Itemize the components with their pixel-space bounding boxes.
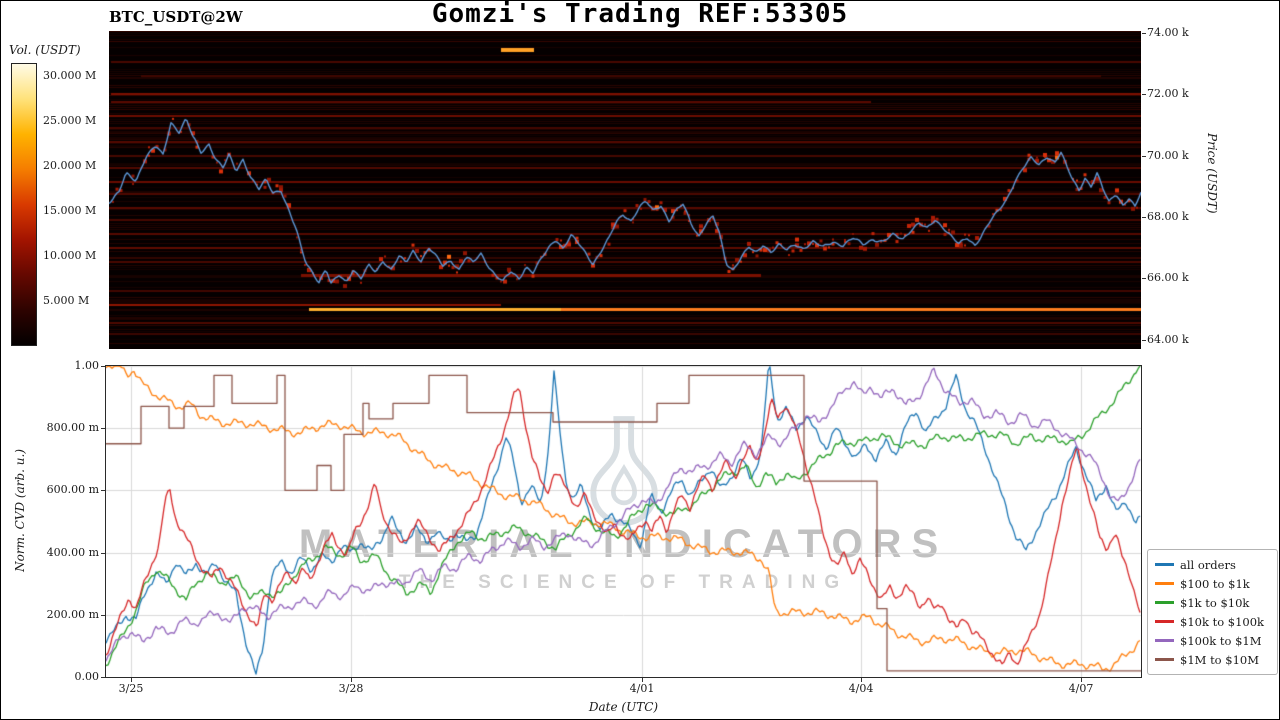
colorbar-tick-label: 25.000 M xyxy=(43,114,97,128)
price-axis-tick-mark xyxy=(1142,156,1146,157)
legend-item: all orders xyxy=(1155,555,1270,574)
colorbar-tick-label: 10.000 M xyxy=(43,249,97,263)
legend-label: $10k to $100k xyxy=(1180,614,1265,629)
cvd-ytick-mark xyxy=(101,366,105,367)
symbol-label: BTC_USDT@2W xyxy=(109,8,243,26)
price-axis-tick-label: 74.00 k xyxy=(1147,26,1189,40)
cvd-ytick-label: 800.00 m xyxy=(46,421,99,435)
legend-label: $100 to $1k xyxy=(1180,576,1250,591)
price-axis-tick-mark xyxy=(1142,278,1146,279)
date-tick-mark xyxy=(1081,678,1082,682)
legend-item: $1k to $10k xyxy=(1155,593,1270,612)
price-axis-tick-label: 70.00 k xyxy=(1147,148,1189,162)
cvd-ytick-mark xyxy=(101,677,105,678)
cvd-ytick-label: 200.00 m xyxy=(46,607,99,621)
legend-swatch xyxy=(1155,563,1174,566)
date-axis-title: Date (UTC) xyxy=(588,700,659,714)
volume-colorbar xyxy=(11,63,37,346)
colorbar-title: Vol. (USDT) xyxy=(9,43,81,57)
legend: all orders $100 to $1k $1k to $10k $10k to … xyxy=(1147,549,1278,675)
price-axis-tick-label: 66.00 k xyxy=(1147,271,1189,285)
price-axis-tick-label: 64.00 k xyxy=(1147,332,1189,346)
legend-item: $1M to $10M xyxy=(1155,650,1270,669)
page-title: Gomzi's Trading REF:53305 xyxy=(431,0,849,29)
date-tick-mark xyxy=(131,678,132,682)
volume-heatmap-canvas xyxy=(109,31,1141,349)
date-tick-mark xyxy=(642,678,643,682)
legend-label: $100k to $1M xyxy=(1180,633,1262,648)
date-tick-label: 3/28 xyxy=(338,682,364,695)
price-axis-tick-mark xyxy=(1142,217,1146,218)
date-tick-mark xyxy=(351,678,352,682)
date-tick-label: 4/04 xyxy=(848,682,874,695)
price-axis-title: Price (USDT) xyxy=(1205,133,1219,214)
legend-swatch xyxy=(1155,620,1174,623)
legend-label: $1k to $10k xyxy=(1180,595,1250,610)
legend-swatch xyxy=(1155,601,1174,604)
price-axis-tick-mark xyxy=(1142,340,1146,341)
cvd-chart-canvas xyxy=(106,366,1141,677)
legend-label: all orders xyxy=(1180,557,1236,572)
legend-item: $10k to $100k xyxy=(1155,612,1270,631)
price-axis-tick-mark xyxy=(1142,33,1146,34)
price-axis-tick-label: 68.00 k xyxy=(1147,210,1189,224)
cvd-ytick-label: 400.00 m xyxy=(46,545,99,559)
colorbar-tick-label: 20.000 M xyxy=(43,159,97,173)
date-tick-label: 4/01 xyxy=(629,682,655,695)
date-tick-label: 4/07 xyxy=(1068,682,1094,695)
volume-heatmap-panel xyxy=(109,31,1141,349)
colorbar-tick-label: 5.000 M xyxy=(43,294,90,308)
cvd-ytick-mark xyxy=(101,615,105,616)
legend-swatch xyxy=(1155,639,1174,642)
cvd-ytick-mark xyxy=(101,428,105,429)
cvd-y-axis-title: Norm. CVD (arb. u.) xyxy=(13,449,27,572)
cvd-ytick-mark xyxy=(101,553,105,554)
date-tick-label: 3/25 xyxy=(118,682,144,695)
legend-item: $100k to $1M xyxy=(1155,631,1270,650)
colorbar-tick-label: 30.000 M xyxy=(43,69,97,83)
cvd-ytick-label: 0.00 xyxy=(74,670,100,683)
price-axis-tick-label: 72.00 k xyxy=(1147,87,1189,101)
cvd-ytick-label: 600.00 m xyxy=(46,483,99,497)
cvd-ytick-label: 1.00 xyxy=(74,359,100,372)
colorbar-tick-label: 15.000 M xyxy=(43,204,97,218)
legend-item: $100 to $1k xyxy=(1155,574,1270,593)
legend-swatch xyxy=(1155,582,1174,585)
date-tick-mark xyxy=(861,678,862,682)
price-axis-tick-mark xyxy=(1142,94,1146,95)
cvd-ytick-mark xyxy=(101,490,105,491)
cvd-chart-panel xyxy=(105,365,1142,678)
legend-swatch xyxy=(1155,658,1174,661)
legend-label: $1M to $10M xyxy=(1180,652,1259,667)
